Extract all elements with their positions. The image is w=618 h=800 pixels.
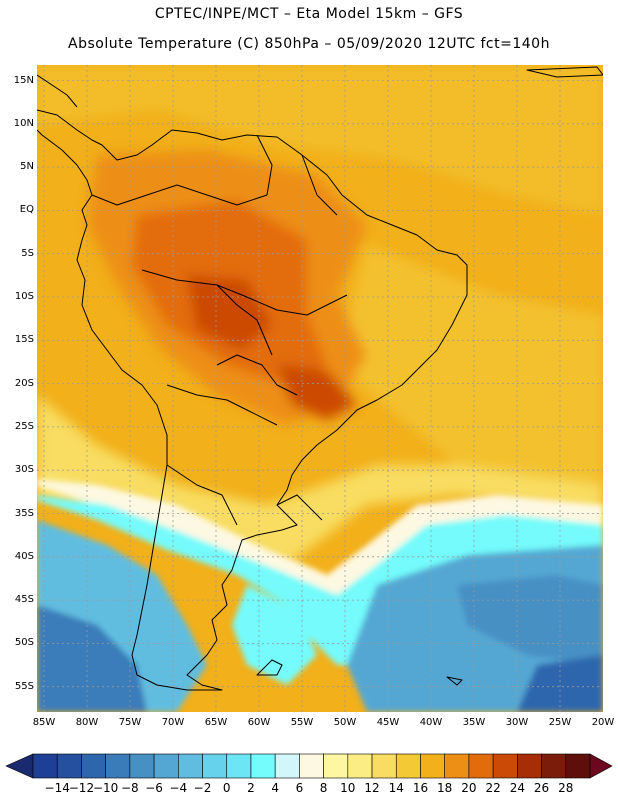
colorbar-label: 6 xyxy=(295,781,304,795)
lon-label: 20W xyxy=(591,717,615,728)
chart-title: CPTEC/INPE/MCT – Eta Model 15km – GFS xyxy=(154,6,464,22)
colorbar-bin xyxy=(395,753,421,779)
colorbar-bin xyxy=(153,753,179,779)
colorbar-bin xyxy=(420,753,445,779)
lat-label: 55S xyxy=(14,680,34,692)
chart-subtitle: Absolute Temperature (C) 850hPa – 05/09/… xyxy=(68,36,550,52)
colorbar-bin xyxy=(347,753,373,779)
colorbar-bin xyxy=(202,753,228,779)
lat-label: EQ xyxy=(19,204,34,216)
lon-label: 70W xyxy=(161,717,185,728)
colorbar-bin xyxy=(250,753,276,779)
lon-label: 25W xyxy=(548,717,572,728)
lon-label: 60W xyxy=(247,717,271,728)
colorbar-high-arrow xyxy=(589,753,613,779)
colorbar-bin xyxy=(226,753,252,779)
colorbar-label: −12 xyxy=(68,781,95,795)
colorbar-label: −6 xyxy=(145,781,163,795)
colorbar-label: 0 xyxy=(222,781,231,795)
lat-label: 25S xyxy=(14,420,34,432)
colorbar-label: 10 xyxy=(340,781,356,795)
lon-label: 65W xyxy=(204,717,228,728)
temperature-map xyxy=(37,65,603,712)
colorbar-label: 22 xyxy=(485,781,501,795)
colorbar-label: 26 xyxy=(533,781,550,795)
colorbar-label: −14 xyxy=(44,781,70,795)
colorbar-label: 18 xyxy=(437,781,453,795)
lat-label: 15N xyxy=(13,74,34,86)
colorbar-bin xyxy=(274,753,300,779)
colorbar-label: 4 xyxy=(271,781,279,795)
colorbar-bin xyxy=(178,753,203,779)
lat-label: 30S xyxy=(14,464,34,476)
colorbar-label: 2 xyxy=(247,781,255,795)
lat-label: 50S xyxy=(14,637,34,649)
lon-label: 55W xyxy=(290,717,314,728)
lat-label: 35S xyxy=(14,507,34,519)
colorbar-bin xyxy=(129,753,155,779)
colorbar-bin xyxy=(492,753,518,779)
lat-label: 10N xyxy=(13,117,34,129)
lat-label: 5N xyxy=(20,161,34,173)
colorbar-label: −4 xyxy=(169,781,188,795)
colorbar-label: −2 xyxy=(193,781,212,795)
colorbar-bin xyxy=(323,753,349,779)
map-panel[interactable] xyxy=(37,65,603,712)
colorbar xyxy=(5,753,613,779)
lon-label: 45W xyxy=(376,717,400,728)
colorbar-bin xyxy=(565,753,591,779)
colorbar-bin xyxy=(299,753,324,779)
colorbar-label: 12 xyxy=(364,781,380,795)
lat-label: 20S xyxy=(14,377,34,389)
colorbar-low-arrow xyxy=(5,753,34,779)
colorbar-label: 16 xyxy=(412,781,429,795)
lat-label: 10S xyxy=(14,291,34,302)
colorbar-label: −10 xyxy=(92,781,119,795)
lat-label: 40S xyxy=(14,550,34,562)
colorbar-bin xyxy=(32,753,58,779)
lon-label: 40W xyxy=(419,717,443,728)
lat-label: 5S xyxy=(21,247,34,259)
colorbar-label: 24 xyxy=(509,781,525,795)
colorbar-bin xyxy=(81,753,106,779)
lon-label: 80W xyxy=(75,717,99,728)
colorbar-bin xyxy=(371,753,397,779)
colorbar-bin xyxy=(541,753,567,779)
lon-label: 75W xyxy=(118,717,142,728)
colorbar-label: 20 xyxy=(461,781,477,795)
colorbar-bin xyxy=(468,753,494,779)
colorbar-bin xyxy=(105,753,131,779)
colorbar-bin xyxy=(444,753,470,779)
lat-label: 15S xyxy=(14,334,34,346)
lon-label: 30W xyxy=(505,717,529,728)
lon-label: 35W xyxy=(462,717,486,728)
colorbar-label: 14 xyxy=(388,781,404,795)
lon-label: 85W xyxy=(32,717,56,728)
colorbar-bin xyxy=(517,753,542,779)
colorbar-bin xyxy=(56,753,82,779)
lon-label: 50W xyxy=(333,717,357,728)
lat-label: 45S xyxy=(14,594,34,606)
colorbar-label: 8 xyxy=(319,781,328,795)
colorbar-label: 28 xyxy=(558,781,574,795)
colorbar-label: −8 xyxy=(121,781,139,795)
